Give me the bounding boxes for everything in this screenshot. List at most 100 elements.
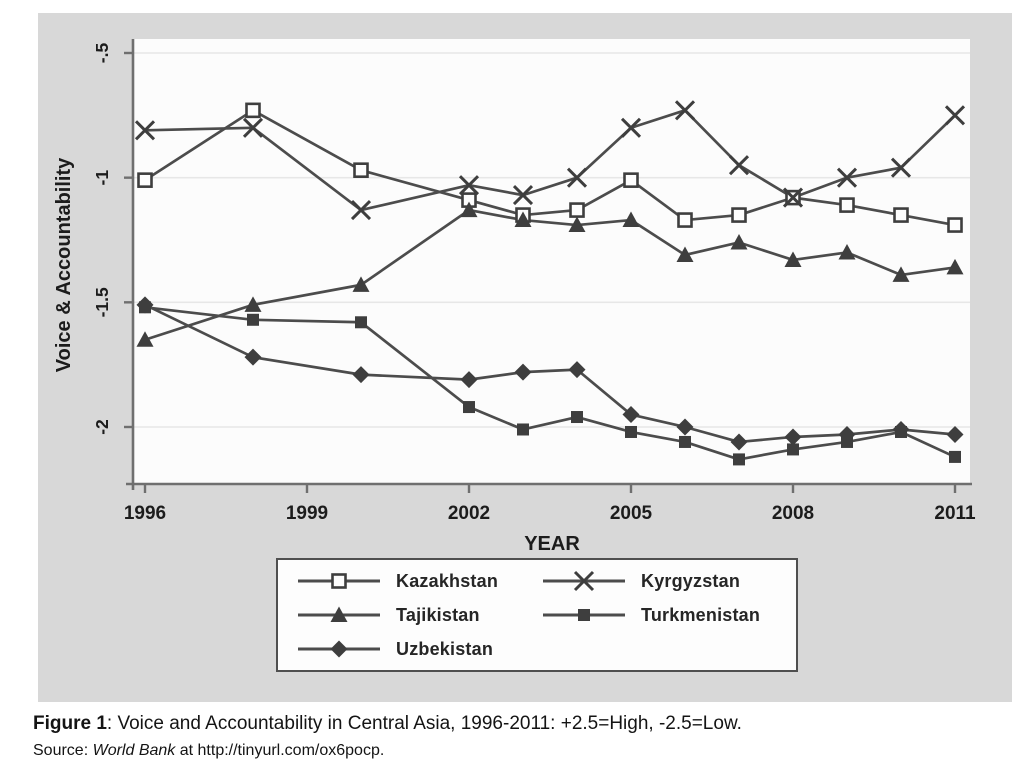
marker-x-icon bbox=[242, 117, 264, 138]
x-tick-label: 1999 bbox=[286, 503, 328, 524]
marker-square-hollow-icon bbox=[839, 197, 855, 213]
marker-triangle-icon bbox=[514, 211, 532, 228]
marker-x-icon bbox=[782, 187, 804, 208]
marker-square-filled-icon bbox=[571, 411, 583, 424]
marker-triangle-icon bbox=[330, 606, 348, 622]
marker-diamond-icon bbox=[330, 640, 348, 658]
marker-square-hollow-icon bbox=[569, 202, 585, 218]
marker-x-icon bbox=[944, 105, 966, 126]
legend-label: Kyrgyzstan bbox=[641, 570, 741, 591]
marker-x-icon bbox=[512, 185, 534, 206]
legend-item-turkmenistan: Turkmenistan bbox=[541, 603, 786, 627]
marker-square-filled-icon bbox=[463, 401, 475, 414]
y-tick-label: -1.5 bbox=[92, 287, 112, 317]
marker-square-hollow-icon bbox=[137, 172, 153, 188]
marker-diamond-icon bbox=[244, 348, 262, 366]
marker-triangle-icon bbox=[622, 211, 640, 228]
marker-triangle-icon bbox=[568, 216, 586, 233]
marker-triangle-icon bbox=[136, 331, 154, 347]
source-url: at http://tinyurl.com/ox6pocp. bbox=[175, 742, 385, 759]
marker-square-filled-icon bbox=[949, 450, 961, 463]
x-tick-label: 2002 bbox=[448, 503, 490, 524]
marker-x-icon bbox=[836, 167, 858, 188]
y-axis-title: Voice & Accountability bbox=[53, 157, 75, 372]
marker-triangle-icon bbox=[352, 276, 370, 292]
marker-square-filled-icon bbox=[787, 443, 799, 456]
legend-x-icon bbox=[543, 570, 625, 592]
marker-square-hollow-icon bbox=[353, 162, 369, 178]
marker-square-filled-icon bbox=[578, 609, 590, 621]
marker-square-hollow-icon bbox=[623, 172, 639, 188]
marker-x-icon bbox=[620, 117, 642, 138]
marker-x-icon bbox=[458, 175, 480, 196]
caption-title: Figure 1: Voice and Accountability in Ce… bbox=[33, 712, 993, 736]
legend-label: Kazakhstan bbox=[396, 570, 499, 591]
x-tick-label: 2011 bbox=[934, 503, 976, 524]
legend-square-hollow-icon bbox=[298, 573, 380, 589]
caption-figure-number: Figure 1 bbox=[33, 713, 107, 734]
marker-triangle-icon bbox=[784, 251, 802, 267]
marker-triangle-icon bbox=[460, 201, 478, 218]
marker-triangle-icon bbox=[730, 233, 748, 250]
x-axis-title: YEAR bbox=[524, 533, 580, 555]
marker-diamond-icon bbox=[946, 425, 964, 443]
legend-item-kyrgyzstan: Kyrgyzstan bbox=[541, 569, 786, 593]
marker-square-hollow-icon bbox=[893, 207, 909, 223]
marker-square-filled-icon bbox=[355, 316, 367, 329]
marker-square-filled-icon bbox=[679, 435, 691, 448]
marker-x-icon bbox=[573, 570, 595, 592]
legend-label: Uzbekistan bbox=[396, 638, 494, 659]
marker-square-hollow-icon bbox=[947, 217, 963, 233]
y-tick-label: -1 bbox=[92, 170, 112, 186]
legend-label: Tajikistan bbox=[396, 604, 480, 625]
marker-x-icon bbox=[566, 167, 588, 188]
legend-item-kazakhstan: Kazakhstan bbox=[296, 569, 541, 593]
marker-diamond-icon bbox=[352, 366, 370, 384]
marker-square-filled-icon bbox=[625, 425, 637, 438]
source-name: World Bank bbox=[92, 742, 176, 759]
marker-diamond-icon bbox=[838, 425, 856, 443]
marker-diamond-icon bbox=[568, 361, 586, 379]
caption-text: : Voice and Accountability in Central As… bbox=[106, 713, 742, 734]
marker-diamond-icon bbox=[136, 296, 154, 314]
marker-diamond-icon bbox=[514, 363, 532, 381]
marker-triangle-icon bbox=[244, 296, 262, 312]
x-tick-label: 2008 bbox=[772, 503, 814, 524]
marker-diamond-icon bbox=[676, 418, 694, 436]
marker-square-filled-icon bbox=[517, 423, 529, 436]
marker-x-icon bbox=[350, 200, 372, 221]
marker-x-icon bbox=[890, 157, 912, 178]
marker-square-hollow-icon bbox=[331, 573, 347, 589]
y-tick-label: -2 bbox=[92, 419, 112, 435]
y-tick-label: -.5 bbox=[92, 43, 112, 64]
marker-square-hollow-icon bbox=[731, 207, 747, 223]
chart-legend: Kazakhstan Kyrgyzstan Tajikistan Turkmenist… bbox=[276, 558, 798, 672]
marker-triangle-icon bbox=[676, 246, 694, 262]
marker-square-filled-icon bbox=[247, 313, 259, 326]
marker-square-hollow-icon bbox=[245, 102, 261, 119]
series-markers-tajikistan bbox=[136, 201, 964, 347]
marker-square-filled-icon bbox=[733, 453, 745, 466]
marker-square-hollow-icon bbox=[677, 212, 693, 228]
legend-triangle-icon bbox=[298, 606, 380, 622]
x-tick-label: 1996 bbox=[124, 503, 166, 524]
marker-diamond-icon bbox=[730, 433, 748, 451]
marker-x-icon bbox=[728, 155, 750, 176]
marker-x-icon bbox=[674, 100, 696, 121]
line-chart: -.5 -1 -1.5 -2 1996 1999 2002 2005 2008 2011 YEAR V… bbox=[53, 39, 976, 555]
figure-panel: -.5 -1 -1.5 -2 1996 1999 2002 2005 2008 2011 YEAR V… bbox=[38, 13, 1012, 702]
marker-diamond-icon bbox=[784, 428, 802, 446]
axes: -.5 -1 -1.5 -2 1996 1999 2002 2005 2008 2011 bbox=[92, 39, 976, 524]
marker-triangle-icon bbox=[946, 258, 964, 275]
figure-caption: Figure 1: Voice and Accountability in Ce… bbox=[33, 712, 993, 761]
series-markers-kyrgyzstan bbox=[134, 100, 966, 221]
x-tick-label: 2005 bbox=[610, 503, 653, 524]
legend-diamond-icon bbox=[298, 640, 380, 658]
plot-area bbox=[133, 39, 970, 484]
legend-item-tajikistan: Tajikistan bbox=[296, 603, 541, 627]
legend-label: Turkmenistan bbox=[641, 604, 761, 625]
marker-diamond-icon bbox=[460, 371, 478, 389]
legend-item-uzbekistan: Uzbekistan bbox=[296, 637, 541, 661]
marker-triangle-icon bbox=[892, 266, 910, 282]
marker-x-icon bbox=[134, 120, 156, 141]
